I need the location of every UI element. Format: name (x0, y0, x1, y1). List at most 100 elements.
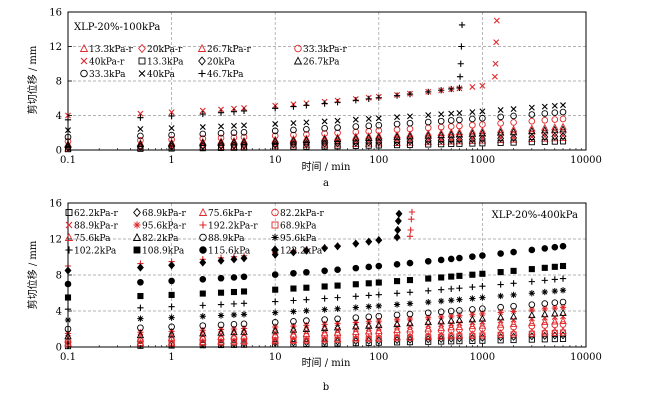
legend-item: 33.3kPa (80, 69, 126, 80)
data-point (303, 317, 310, 324)
data-point (438, 141, 445, 148)
data-point (406, 132, 414, 140)
data-point (541, 314, 548, 321)
x-tick-label: 1 (168, 352, 174, 363)
data-point (528, 246, 536, 254)
data-point (217, 328, 225, 336)
data-point (425, 275, 432, 282)
data-point (394, 114, 401, 121)
data-point (541, 288, 548, 296)
data-point (560, 102, 567, 109)
data-point (493, 39, 500, 46)
series-40kpa (65, 102, 567, 134)
data-point (456, 272, 463, 279)
data-point (321, 283, 328, 290)
data-point (541, 305, 548, 313)
legend-label: 82.2kPa (142, 234, 179, 244)
data-point (199, 137, 207, 145)
panel-b-y-axis-label: 剪切位移 / mm (26, 240, 39, 309)
data-point (218, 123, 225, 130)
legend-label: 62.2kPa-r (74, 209, 119, 219)
data-point (406, 300, 414, 307)
data-point (438, 333, 445, 340)
data-point (289, 136, 298, 144)
legend-item: 95.6kPa (271, 233, 317, 244)
data-point (352, 327, 360, 335)
data-point (290, 120, 297, 127)
legend-item: 46.7kPa (198, 69, 244, 80)
data-point (334, 337, 342, 346)
data-point (551, 109, 559, 117)
data-point (272, 286, 279, 293)
data-point (271, 318, 279, 326)
data-point (230, 288, 238, 296)
data-point (437, 308, 445, 316)
data-point (496, 329, 505, 337)
legend-marker (132, 232, 142, 241)
data-point (375, 312, 383, 320)
data-point (240, 311, 248, 318)
data-point (559, 316, 567, 324)
data-point (230, 255, 238, 264)
data-point (375, 326, 383, 334)
data-point (393, 290, 401, 297)
data-point (456, 122, 463, 130)
legend-item: 75.6kPa-r (198, 207, 253, 219)
data-point (510, 302, 517, 310)
data-point (365, 321, 373, 329)
data-point (491, 73, 498, 80)
data-point (230, 122, 237, 129)
data-point (468, 127, 477, 135)
data-point (541, 277, 548, 284)
data-point (230, 274, 238, 281)
legend-item: 95.6kPa-r (133, 221, 187, 232)
series-95-6kpa (64, 287, 567, 324)
legend-marker (138, 43, 146, 54)
series-102-2kpa (64, 275, 567, 313)
data-point (424, 309, 432, 317)
legend-marker (199, 221, 207, 229)
data-point (551, 287, 558, 295)
data-point (551, 331, 559, 340)
data-point (320, 135, 329, 143)
data-point (424, 318, 432, 326)
data-point (217, 129, 225, 137)
data-point (289, 330, 298, 338)
legend-label: 88.9kPa-r (74, 222, 119, 232)
legend-label: 26.7kPa-r (207, 45, 252, 55)
data-point (469, 332, 476, 339)
data-point (406, 339, 414, 346)
data-point (448, 140, 455, 148)
data-point (199, 302, 206, 309)
data-point (406, 289, 414, 296)
data-point (478, 329, 487, 337)
legend-marker (199, 246, 207, 254)
data-point (393, 261, 401, 268)
data-point (496, 320, 505, 328)
data-point (168, 291, 175, 298)
data-point (406, 90, 414, 98)
data-point (406, 137, 414, 146)
data-point (469, 115, 476, 123)
data-point (424, 131, 432, 139)
data-point (497, 107, 504, 113)
data-point (479, 325, 486, 333)
x-tick-label: 1000 (470, 352, 495, 363)
data-point (456, 307, 463, 314)
data-point (447, 117, 455, 124)
data-point (551, 276, 558, 283)
data-point (559, 138, 567, 145)
data-point (271, 136, 279, 145)
data-point (469, 121, 476, 129)
x-tick-label: 10000 (570, 155, 602, 166)
data-point (438, 338, 445, 345)
data-point (541, 317, 549, 326)
data-point (510, 323, 517, 331)
legend-item: 82.2kPa (132, 232, 179, 244)
data-point (167, 334, 176, 342)
data-point (289, 325, 298, 333)
data-point (352, 293, 359, 300)
panel-a-title: XLP-20%-100kPa (74, 22, 160, 33)
data-point (425, 338, 432, 345)
